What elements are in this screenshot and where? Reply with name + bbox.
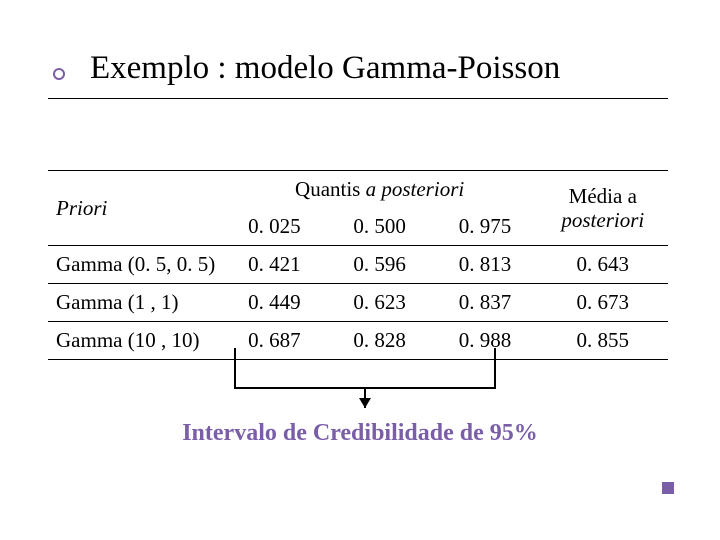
cell-media: 0. 673 xyxy=(538,284,668,322)
cell-priori: Gamma (0. 5, 0. 5) xyxy=(48,246,222,284)
cell-media: 0. 643 xyxy=(538,246,668,284)
cell-media: 0. 855 xyxy=(538,322,668,360)
cell-priori: Gamma (10 , 10) xyxy=(48,322,222,360)
quantis-label: Quantis xyxy=(295,177,360,201)
title-underline xyxy=(48,98,668,99)
col-header-q025: 0. 025 xyxy=(222,208,327,246)
corner-square-icon xyxy=(662,482,674,494)
cell-q025: 0. 449 xyxy=(222,284,327,322)
col-header-priori: Priori xyxy=(48,171,222,246)
media-line2: posteriori xyxy=(561,208,644,232)
interval-bracket-icon xyxy=(215,348,515,418)
interval-label: Intervalo de Credibilidade de 95% xyxy=(0,420,720,447)
cell-priori: Gamma (1 , 1) xyxy=(48,284,222,322)
cell-q500: 0. 596 xyxy=(327,246,432,284)
cell-q975: 0. 813 xyxy=(432,246,537,284)
media-line1: Média a xyxy=(569,184,637,208)
col-header-q500: 0. 500 xyxy=(327,208,432,246)
col-header-q975: 0. 975 xyxy=(432,208,537,246)
cell-q500: 0. 623 xyxy=(327,284,432,322)
title-block: Exemplo : modelo Gamma-Poisson xyxy=(70,50,650,87)
col-header-quantis-group: Quantis a posteriori xyxy=(222,171,538,209)
slide: Exemplo : modelo Gamma-Poisson Priori Qu… xyxy=(0,0,720,540)
quantis-label-ital: a posteriori xyxy=(366,177,465,201)
table-header-row-1: Priori Quantis a posteriori Média a post… xyxy=(48,171,668,209)
cell-q025: 0. 421 xyxy=(222,246,327,284)
col-header-media: Média a posteriori xyxy=(538,171,668,246)
table: Priori Quantis a posteriori Média a post… xyxy=(48,170,668,360)
data-table: Priori Quantis a posteriori Média a post… xyxy=(48,170,668,360)
table-row: Gamma (0. 5, 0. 5) 0. 421 0. 596 0. 813 … xyxy=(48,246,668,284)
cell-q975: 0. 837 xyxy=(432,284,537,322)
page-title: Exemplo : modelo Gamma-Poisson xyxy=(90,50,560,86)
table-row: Gamma (1 , 1) 0. 449 0. 623 0. 837 0. 67… xyxy=(48,284,668,322)
title-bullet xyxy=(53,68,65,80)
